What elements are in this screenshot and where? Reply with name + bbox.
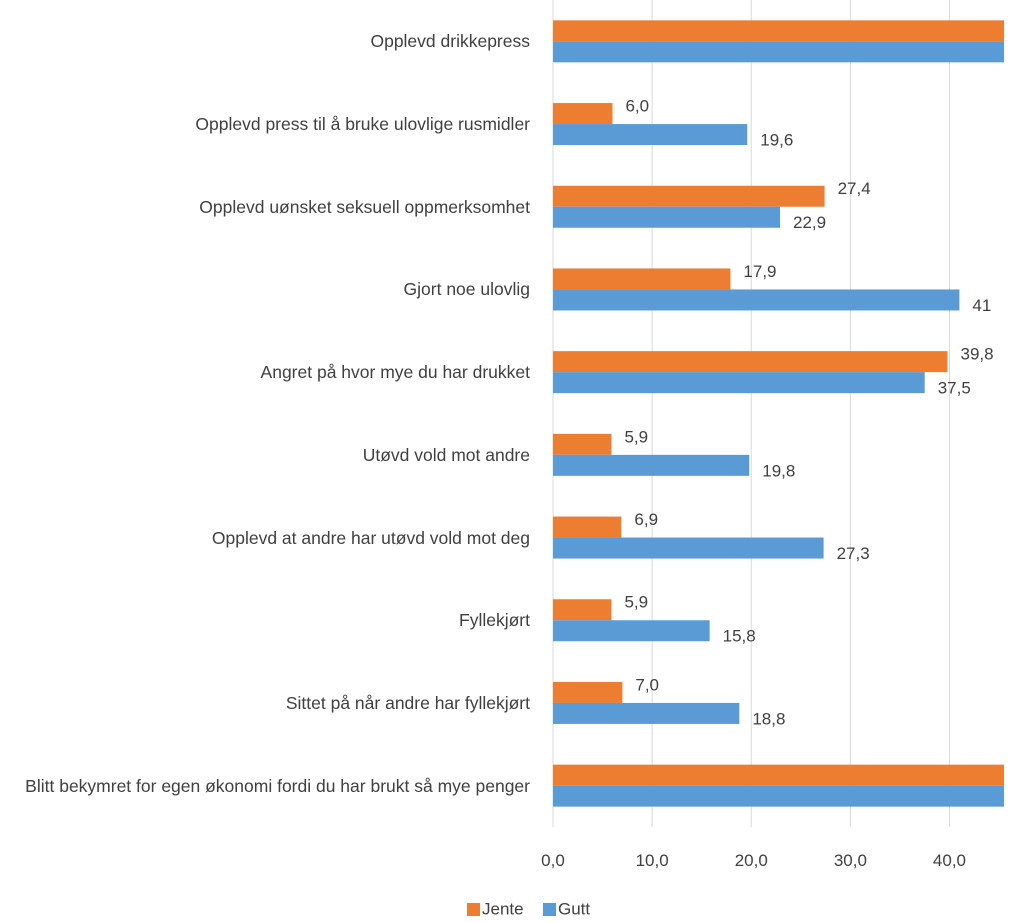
data-label: 27,3 [837, 544, 870, 563]
data-label: 19,8 [762, 461, 795, 480]
bar [553, 681, 623, 703]
x-tick-label: 40,0 [933, 851, 966, 870]
data-label: 41 [972, 296, 991, 315]
category-label: Fyllekjørt [459, 610, 530, 631]
bar [553, 41, 1004, 63]
bar [553, 620, 710, 642]
labels: 0,0 10,0 20,0 30,0 40,0 6,0 19,6 27,4 22,9 17,9 41… [541, 97, 993, 870]
x-tick-label: 0,0 [541, 851, 565, 870]
bar [553, 206, 780, 228]
bar [553, 433, 612, 455]
bar [553, 537, 824, 559]
category-label: Opplevd press til å bruke ulovlige rusmi… [195, 114, 530, 135]
bar [553, 764, 1004, 786]
bar [553, 124, 748, 146]
data-label: 22,9 [793, 213, 826, 232]
bar [553, 785, 1004, 807]
x-tick-label: 30,0 [834, 851, 867, 870]
bar [553, 20, 1004, 42]
bar [553, 372, 925, 394]
data-label: 17,9 [743, 262, 776, 281]
data-label: 19,6 [760, 131, 793, 150]
legend-label: Jente [482, 899, 524, 918]
data-label: 15,8 [723, 627, 756, 646]
data-label: 18,8 [752, 709, 785, 728]
data-label: 27,4 [838, 179, 871, 198]
legend-swatch [543, 903, 556, 916]
legend-swatch [467, 903, 480, 916]
legend-label: Gutt [558, 899, 590, 918]
bar [553, 516, 622, 538]
bar [553, 268, 731, 290]
data-label: 39,8 [961, 345, 994, 364]
bar [553, 185, 825, 207]
bar [553, 454, 750, 476]
bar [553, 103, 613, 125]
category-label: Blitt bekymret for egen økonomi fordi du… [25, 775, 530, 796]
data-label: 6,9 [634, 510, 658, 529]
data-label: 7,0 [635, 675, 659, 694]
data-label: 5,9 [624, 427, 648, 446]
legend: Jente Gutt [467, 899, 590, 918]
category-label: Angret på hvor mye du har drukket [260, 362, 530, 383]
data-label: 37,5 [938, 379, 971, 398]
category-label: Opplevd drikkepress [370, 31, 530, 52]
category-label: Opplevd uønsket seksuell oppmerksomhet [199, 196, 530, 217]
category-label: Gjort noe ulovlig [403, 279, 530, 300]
bar [553, 351, 948, 373]
category-label: Utøvd vold mot andre [362, 444, 530, 465]
category-label: Sittet på når andre har fyllekjørt [285, 692, 530, 713]
bar [553, 599, 612, 621]
x-tick-label: 10,0 [636, 851, 669, 870]
bar [553, 289, 960, 311]
category-label: Opplevd at andre har utøvd vold mot deg [211, 527, 530, 548]
x-tick-label: 20,0 [735, 851, 768, 870]
data-label: 6,0 [625, 97, 649, 116]
data-label: 5,9 [624, 593, 648, 612]
bars [553, 20, 1004, 807]
bar [553, 702, 740, 724]
